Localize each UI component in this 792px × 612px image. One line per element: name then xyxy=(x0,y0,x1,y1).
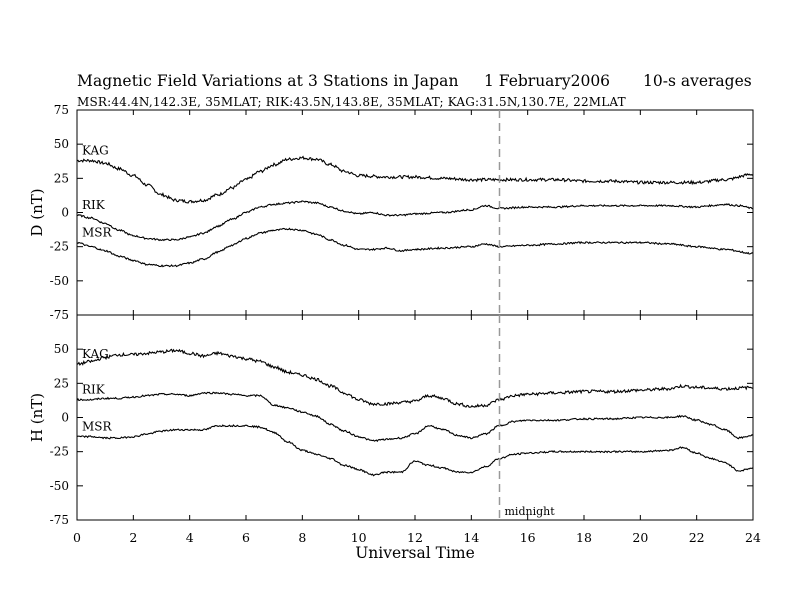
series-label-rik: RIK xyxy=(82,198,106,212)
x-tick-label: 18 xyxy=(576,530,592,545)
series-label-msr: MSR xyxy=(82,420,113,434)
x-tick-label: 12 xyxy=(407,530,423,545)
y-axis-label: D (nT) xyxy=(28,188,46,236)
x-tick-label: 24 xyxy=(745,530,761,545)
trace-kag xyxy=(76,348,754,408)
panel-h: -75 -50 -25 0 25 50 H (nT) KAG RIK MSR xyxy=(28,314,754,527)
x-tick-label: 2 xyxy=(129,530,137,545)
x-tick-label: 0 xyxy=(73,530,81,545)
series-label-rik: RIK xyxy=(82,383,106,397)
trace-kag xyxy=(76,155,754,204)
panel-frame xyxy=(76,109,754,316)
x-tick-label: 8 xyxy=(298,530,306,545)
x-tick-label: 6 xyxy=(242,530,250,545)
trace-rik xyxy=(76,391,754,443)
y-tick-label: -25 xyxy=(50,240,69,254)
x-tick-label: 16 xyxy=(520,530,536,545)
x-tick-label: 4 xyxy=(186,530,194,545)
series-label-kag: KAG xyxy=(82,347,109,361)
chart-averaging: 10-s averages xyxy=(643,72,752,90)
midnight-label: midnight xyxy=(505,505,556,518)
y-tick-label: -25 xyxy=(50,445,69,459)
series-label-kag: KAG xyxy=(82,144,109,158)
y-axis-label: H (nT) xyxy=(28,393,46,442)
y-tick-label: -75 xyxy=(50,308,69,322)
y-tick-label: 0 xyxy=(61,411,69,425)
trace-msr xyxy=(76,424,754,477)
chart-date: 1 February2006 xyxy=(484,72,611,90)
trace-rik xyxy=(76,200,754,242)
x-tick-label: 14 xyxy=(463,530,479,545)
y-tick-label: -50 xyxy=(50,274,69,288)
x-tick-label: 10 xyxy=(351,530,367,545)
y-tick-label: 0 xyxy=(61,206,69,220)
y-tick-label: 25 xyxy=(54,171,69,185)
y-tick-label: 50 xyxy=(54,137,69,151)
y-tick-label: -50 xyxy=(50,479,69,493)
y-tick-label: 75 xyxy=(54,103,69,117)
y-tick-label: 25 xyxy=(54,376,69,390)
x-tick-label: 20 xyxy=(632,530,648,545)
series-label-msr: MSR xyxy=(82,226,113,240)
chart-title: Magnetic Field Variations at 3 Stations … xyxy=(77,72,459,90)
y-tick-label: 50 xyxy=(54,342,69,356)
panel-d: -75 -50 -25 0 25 50 75 D (nT) KAG RIK MSR xyxy=(28,103,754,322)
x-axis-label: Universal Time xyxy=(355,544,475,562)
y-tick-label: -75 xyxy=(50,513,69,527)
station-coordinates: MSR:44.4N,142.3E, 35MLAT; RIK:43.5N,143.… xyxy=(77,95,626,109)
x-tick-label: 22 xyxy=(689,530,705,545)
trace-msr xyxy=(76,227,754,268)
